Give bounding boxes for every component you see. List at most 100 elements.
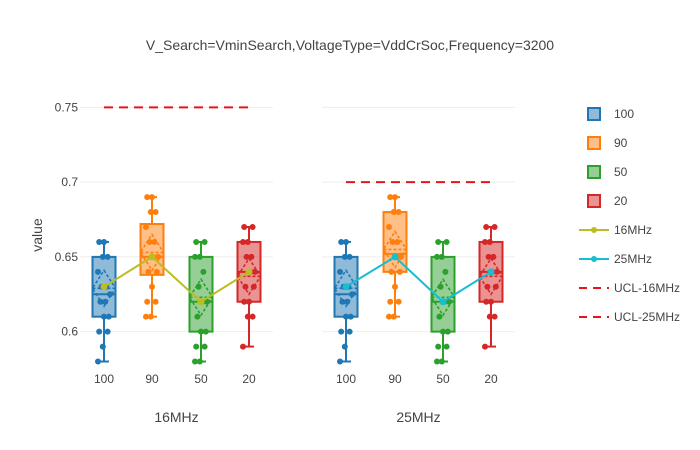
data-point <box>147 313 154 320</box>
legend-label: UCL-25MHz <box>614 310 680 324</box>
data-point <box>246 298 252 305</box>
series-line-25MHz <box>345 255 492 303</box>
box-100 <box>91 238 117 365</box>
data-point <box>242 283 249 290</box>
legend-swatch <box>587 165 601 179</box>
data-point <box>102 298 109 305</box>
data-point <box>241 298 248 305</box>
box-mean-diamond <box>91 268 117 308</box>
data-point <box>347 313 354 320</box>
data-point <box>104 253 111 260</box>
legend-marker <box>591 227 597 233</box>
data-point <box>395 209 402 216</box>
data-point <box>196 253 203 260</box>
box-20 <box>478 224 504 350</box>
data-point <box>482 238 488 245</box>
data-point <box>386 313 392 320</box>
data-point <box>338 328 345 335</box>
legend-swatch <box>587 107 601 121</box>
data-point <box>96 328 103 335</box>
data-point <box>436 313 443 320</box>
data-point <box>248 253 255 260</box>
x-tick-label: 90 <box>388 372 402 386</box>
data-point <box>244 313 251 320</box>
data-point <box>435 343 442 350</box>
data-point <box>344 298 351 305</box>
data-point <box>346 253 353 260</box>
legend-item-16MHz: 16MHz <box>579 223 652 237</box>
box-mean-diamond <box>382 230 408 269</box>
data-point <box>104 328 111 335</box>
data-point <box>147 209 154 216</box>
box-100 <box>333 238 359 365</box>
data-point <box>243 253 250 260</box>
x-tick-label: 90 <box>145 372 159 386</box>
box-mean-diamond <box>188 277 214 317</box>
data-point <box>146 238 153 245</box>
data-point <box>143 313 149 320</box>
box-body <box>139 223 165 276</box>
series-point <box>342 283 350 291</box>
data-point <box>149 283 155 290</box>
data-point <box>201 238 208 245</box>
data-point <box>200 268 207 275</box>
data-point <box>192 253 198 260</box>
data-point <box>396 268 403 275</box>
data-point <box>341 253 348 260</box>
legend-item-25MHz: 25MHz <box>579 252 652 266</box>
data-point <box>152 298 159 305</box>
chart-title: V_Search=VminSearch,VoltageType=VddCrSoc… <box>146 37 554 53</box>
data-point <box>338 238 345 245</box>
data-point <box>392 194 398 201</box>
data-point <box>249 224 256 230</box>
data-point <box>494 268 500 275</box>
data-point <box>341 343 348 350</box>
legend-item-UCL-16MHz: UCL-16MHz <box>579 281 680 295</box>
data-point <box>483 298 490 305</box>
data-point <box>394 238 401 245</box>
data-point <box>490 253 497 260</box>
data-point <box>388 268 395 275</box>
y-tick-label: 0.65 <box>55 250 79 264</box>
data-point <box>198 328 204 335</box>
data-point <box>149 194 155 201</box>
legend-label: 100 <box>614 107 634 121</box>
data-point <box>204 298 210 305</box>
data-point <box>346 328 353 335</box>
data-point <box>155 253 161 260</box>
data-point <box>193 238 200 245</box>
data-point <box>151 238 158 245</box>
data-point <box>202 328 209 335</box>
series-point <box>197 298 205 306</box>
data-point <box>339 298 346 305</box>
box-mean-diamond <box>139 232 165 272</box>
data-point <box>194 313 201 320</box>
x-tick-label: 20 <box>242 372 256 386</box>
legend-label: 90 <box>614 136 628 150</box>
data-point <box>492 283 499 290</box>
data-point <box>99 343 106 350</box>
data-point <box>101 313 107 320</box>
box-mean-diamond <box>430 277 456 317</box>
data-point <box>337 358 343 365</box>
data-point <box>398 253 404 260</box>
legend-label: 25MHz <box>614 252 652 266</box>
legend-label: 20 <box>614 194 628 208</box>
data-point <box>95 268 101 275</box>
data-point <box>443 343 450 350</box>
data-point <box>95 358 101 365</box>
legend-swatch <box>587 194 601 208</box>
y-axis-title: value <box>29 218 45 252</box>
series-point <box>487 268 495 276</box>
y-tick-label: 0.75 <box>55 100 79 114</box>
data-point <box>438 253 445 260</box>
data-point <box>343 313 349 320</box>
data-point <box>486 238 493 245</box>
data-point <box>193 343 200 350</box>
data-point <box>144 298 151 305</box>
box-50 <box>430 238 456 365</box>
data-point <box>145 268 152 275</box>
legend-swatch <box>587 136 601 150</box>
data-point <box>483 224 490 230</box>
